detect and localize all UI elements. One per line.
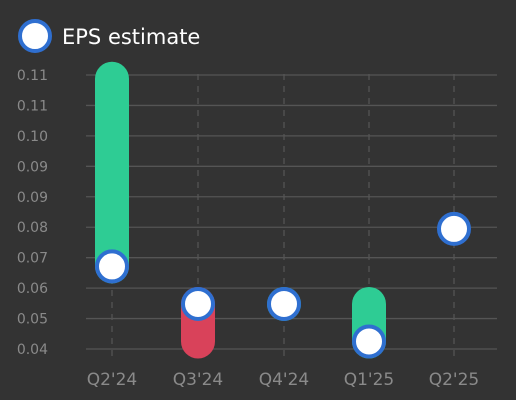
grid-layer — [86, 74, 497, 358]
y-tick-label: 0.05 — [17, 312, 48, 328]
x-tick-label: Q3'24 — [173, 370, 224, 390]
legend-label: EPS estimate — [62, 25, 200, 49]
y-tick-label: 0.09 — [17, 190, 48, 206]
range-bar — [95, 61, 129, 284]
y-tick-label: 0.08 — [17, 220, 48, 236]
x-tick-label: Q2'24 — [87, 370, 138, 390]
bar-layer — [95, 61, 386, 359]
estimate-marker — [352, 324, 386, 359]
estimate-marker — [181, 286, 215, 321]
label-layer: 0.04 0.05 0.06 0.07 0.08 0.09 0.09 0.10 0.11 0.11… — [17, 68, 479, 390]
estimate-marker — [437, 211, 471, 246]
x-tick-label: Q4'24 — [259, 370, 310, 390]
marker-layer — [95, 211, 471, 359]
estimate-marker — [267, 286, 301, 321]
legend-marker — [18, 19, 52, 53]
x-tick-label: Q2'25 — [429, 370, 480, 390]
y-tick-label: 0.06 — [17, 281, 48, 297]
legend: EPS estimate — [18, 19, 200, 53]
y-tick-label: 0.09 — [17, 159, 48, 175]
y-tick-label: 0.07 — [17, 251, 48, 267]
y-tick-label: 0.11 — [17, 98, 48, 114]
estimate-marker — [95, 249, 129, 284]
x-tick-label: Q1'25 — [344, 370, 395, 390]
y-tick-label: 0.10 — [17, 129, 48, 145]
y-tick-label: 0.11 — [17, 68, 48, 84]
y-tick-label: 0.04 — [17, 342, 48, 358]
